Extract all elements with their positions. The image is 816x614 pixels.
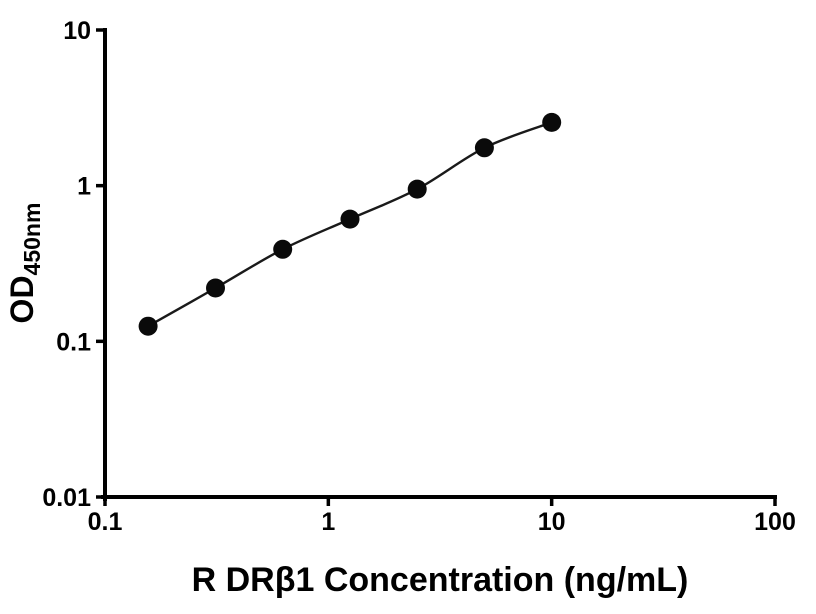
x-axis-title: R DRβ1 Concentration (ng/mL) <box>192 561 689 599</box>
data-point-marker <box>138 316 158 336</box>
x-tick-label: 10 <box>538 508 566 536</box>
x-tick-label: 1 <box>321 508 335 536</box>
x-tick-label: 100 <box>754 508 796 536</box>
data-point-marker <box>407 179 427 199</box>
y-tick-label: 1 <box>77 173 91 201</box>
y-axis-title: OD450nm <box>4 203 45 324</box>
y-axis-title-main: OD <box>4 275 40 323</box>
y-tick-label: 0.01 <box>42 484 91 512</box>
x-tick-label: 0.1 <box>88 508 123 536</box>
y-tick-label: 0.1 <box>56 328 91 356</box>
data-point-marker <box>474 138 494 158</box>
y-axis-title-subscript: 450nm <box>19 203 45 276</box>
y-tick-label: 10 <box>63 17 91 45</box>
data-point-marker <box>206 278 225 298</box>
data-point-marker <box>273 239 293 259</box>
data-point-marker <box>340 209 360 229</box>
data-point-marker <box>542 112 562 132</box>
